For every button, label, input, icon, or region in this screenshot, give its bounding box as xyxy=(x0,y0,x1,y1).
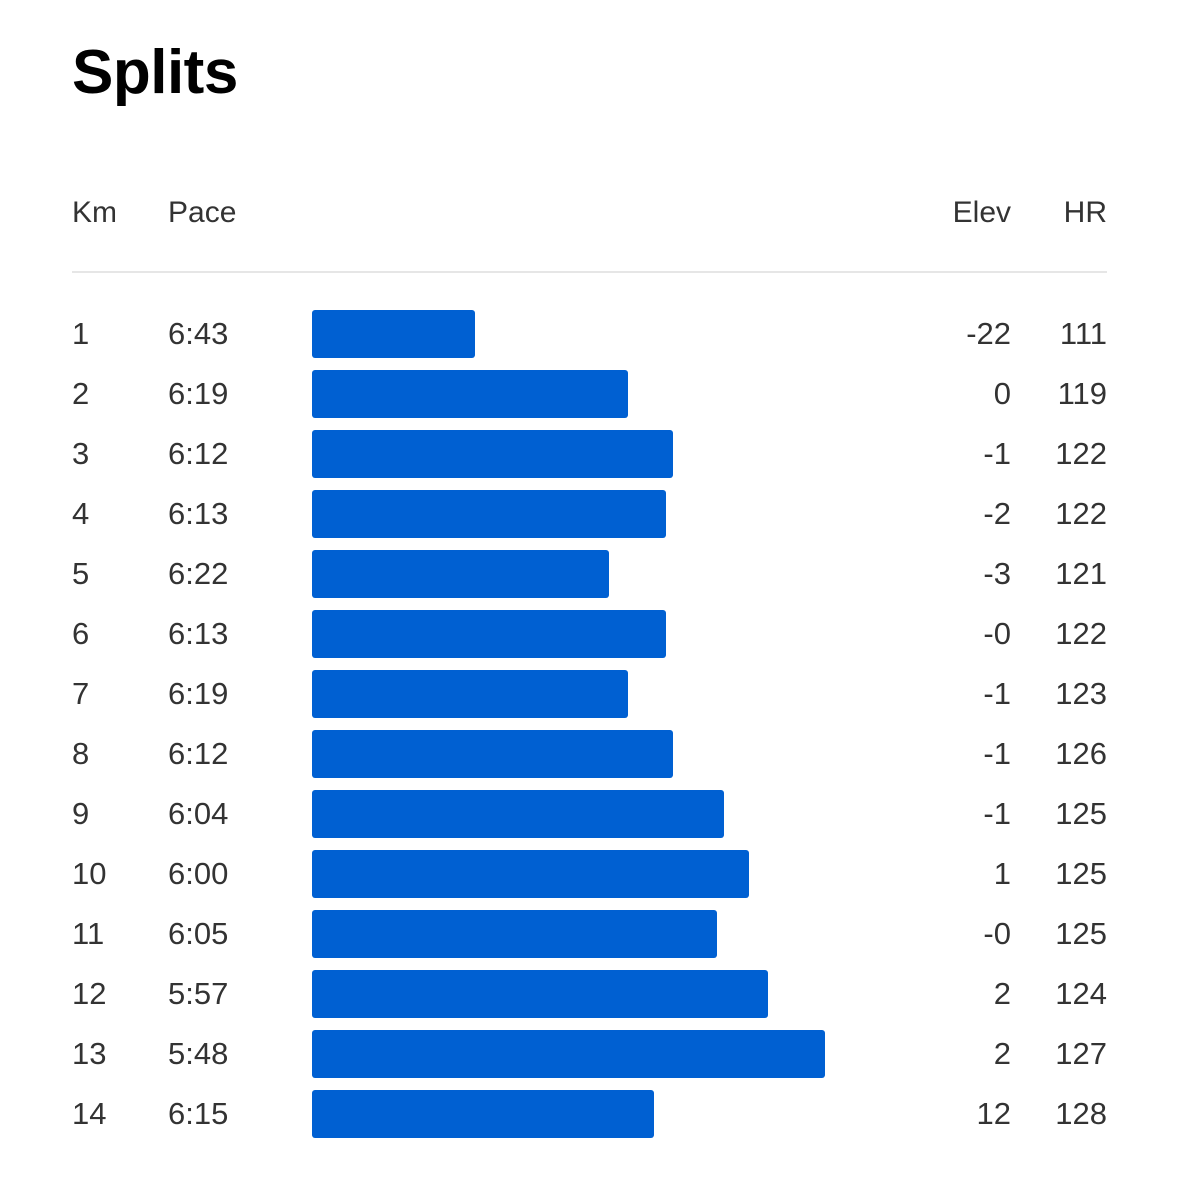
split-elevation: 0 xyxy=(993,376,1011,411)
split-km: 1 xyxy=(72,316,90,351)
split-heart-rate: 122 xyxy=(1055,436,1107,471)
split-km: 12 xyxy=(72,976,107,1011)
split-heart-rate: 124 xyxy=(1055,976,1107,1011)
split-pace: 6:22 xyxy=(168,556,229,591)
split-pace: 6:43 xyxy=(168,316,229,351)
split-elevation: -2 xyxy=(983,496,1011,531)
split-row: 2 6:19 0 119 xyxy=(0,370,1179,418)
pace-bar xyxy=(312,1090,654,1138)
split-pace: 5:48 xyxy=(168,1036,229,1071)
split-heart-rate: 119 xyxy=(1057,376,1107,411)
split-pace: 6:19 xyxy=(168,676,229,711)
split-heart-rate: 127 xyxy=(1055,1036,1107,1071)
split-row: 8 6:12 -1 126 xyxy=(0,730,1179,778)
split-elevation: -22 xyxy=(966,316,1011,351)
split-heart-rate: 121 xyxy=(1055,556,1107,591)
split-heart-rate: 128 xyxy=(1055,1096,1107,1131)
split-pace: 6:00 xyxy=(168,856,229,891)
column-header-hr: HR xyxy=(1063,196,1107,229)
split-pace: 6:13 xyxy=(168,496,229,531)
split-elevation: 2 xyxy=(993,976,1011,1011)
pace-bar xyxy=(312,370,628,418)
pace-bar xyxy=(312,850,749,898)
split-row: 7 6:19 -1 123 xyxy=(0,670,1179,718)
split-elevation: -1 xyxy=(983,676,1011,711)
split-elevation: 1 xyxy=(993,856,1011,891)
split-km: 7 xyxy=(72,676,90,711)
split-elevation: -3 xyxy=(983,556,1011,591)
split-km: 3 xyxy=(72,436,90,471)
split-row: 12 5:57 2 124 xyxy=(0,970,1179,1018)
split-elevation: -1 xyxy=(983,736,1011,771)
pace-bar xyxy=(312,910,717,958)
pace-bar xyxy=(312,310,475,358)
split-pace: 5:57 xyxy=(168,976,229,1011)
split-pace: 6:15 xyxy=(168,1096,229,1131)
split-elevation: 12 xyxy=(976,1096,1011,1131)
split-heart-rate: 111 xyxy=(1059,316,1107,351)
split-elevation: -1 xyxy=(983,436,1011,471)
split-heart-rate: 125 xyxy=(1055,916,1107,951)
split-row: 4 6:13 -2 122 xyxy=(0,490,1179,538)
split-km: 13 xyxy=(72,1036,107,1071)
split-pace: 6:12 xyxy=(168,736,229,771)
split-elevation: 2 xyxy=(993,1036,1011,1071)
split-row: 1 6:43 -22 111 xyxy=(0,310,1179,358)
pace-bar xyxy=(312,550,609,598)
split-row: 6 6:13 -0 122 xyxy=(0,610,1179,658)
pace-bar xyxy=(312,790,724,838)
split-pace: 6:19 xyxy=(168,376,229,411)
split-row: 10 6:00 1 125 xyxy=(0,850,1179,898)
split-heart-rate: 125 xyxy=(1055,856,1107,891)
split-pace: 6:12 xyxy=(168,436,229,471)
pace-bar xyxy=(312,610,666,658)
split-pace: 6:13 xyxy=(168,616,229,651)
column-header-pace: Pace xyxy=(168,196,237,229)
split-heart-rate: 122 xyxy=(1055,616,1107,651)
split-row: 3 6:12 -1 122 xyxy=(0,430,1179,478)
split-pace: 6:05 xyxy=(168,916,229,951)
split-km: 4 xyxy=(72,496,90,531)
split-km: 8 xyxy=(72,736,90,771)
split-heart-rate: 123 xyxy=(1055,676,1107,711)
split-km: 5 xyxy=(72,556,90,591)
page-title: Splits xyxy=(72,38,238,107)
pace-bar xyxy=(312,430,673,478)
pace-bar xyxy=(312,1030,825,1078)
split-km: 6 xyxy=(72,616,90,651)
pace-bar xyxy=(312,670,628,718)
split-row: 13 5:48 2 127 xyxy=(0,1030,1179,1078)
split-heart-rate: 125 xyxy=(1055,796,1107,831)
pace-bar xyxy=(312,730,673,778)
header-divider xyxy=(72,271,1107,273)
split-km: 11 xyxy=(72,916,105,951)
split-row: 9 6:04 -1 125 xyxy=(0,790,1179,838)
split-row: 5 6:22 -3 121 xyxy=(0,550,1179,598)
column-header-elev: Elev xyxy=(952,196,1011,229)
pace-bar xyxy=(312,490,666,538)
split-heart-rate: 126 xyxy=(1055,736,1107,771)
split-pace: 6:04 xyxy=(168,796,229,831)
pace-bar xyxy=(312,970,768,1018)
column-header-km: Km xyxy=(72,196,117,229)
split-row: 14 6:15 12 128 xyxy=(0,1090,1179,1138)
split-elevation: -0 xyxy=(983,916,1011,951)
split-km: 9 xyxy=(72,796,90,831)
split-km: 14 xyxy=(72,1096,107,1131)
split-elevation: -1 xyxy=(983,796,1011,831)
split-heart-rate: 122 xyxy=(1055,496,1107,531)
split-km: 2 xyxy=(72,376,90,411)
split-km: 10 xyxy=(72,856,107,891)
split-elevation: -0 xyxy=(983,616,1011,651)
split-row: 11 6:05 -0 125 xyxy=(0,910,1179,958)
